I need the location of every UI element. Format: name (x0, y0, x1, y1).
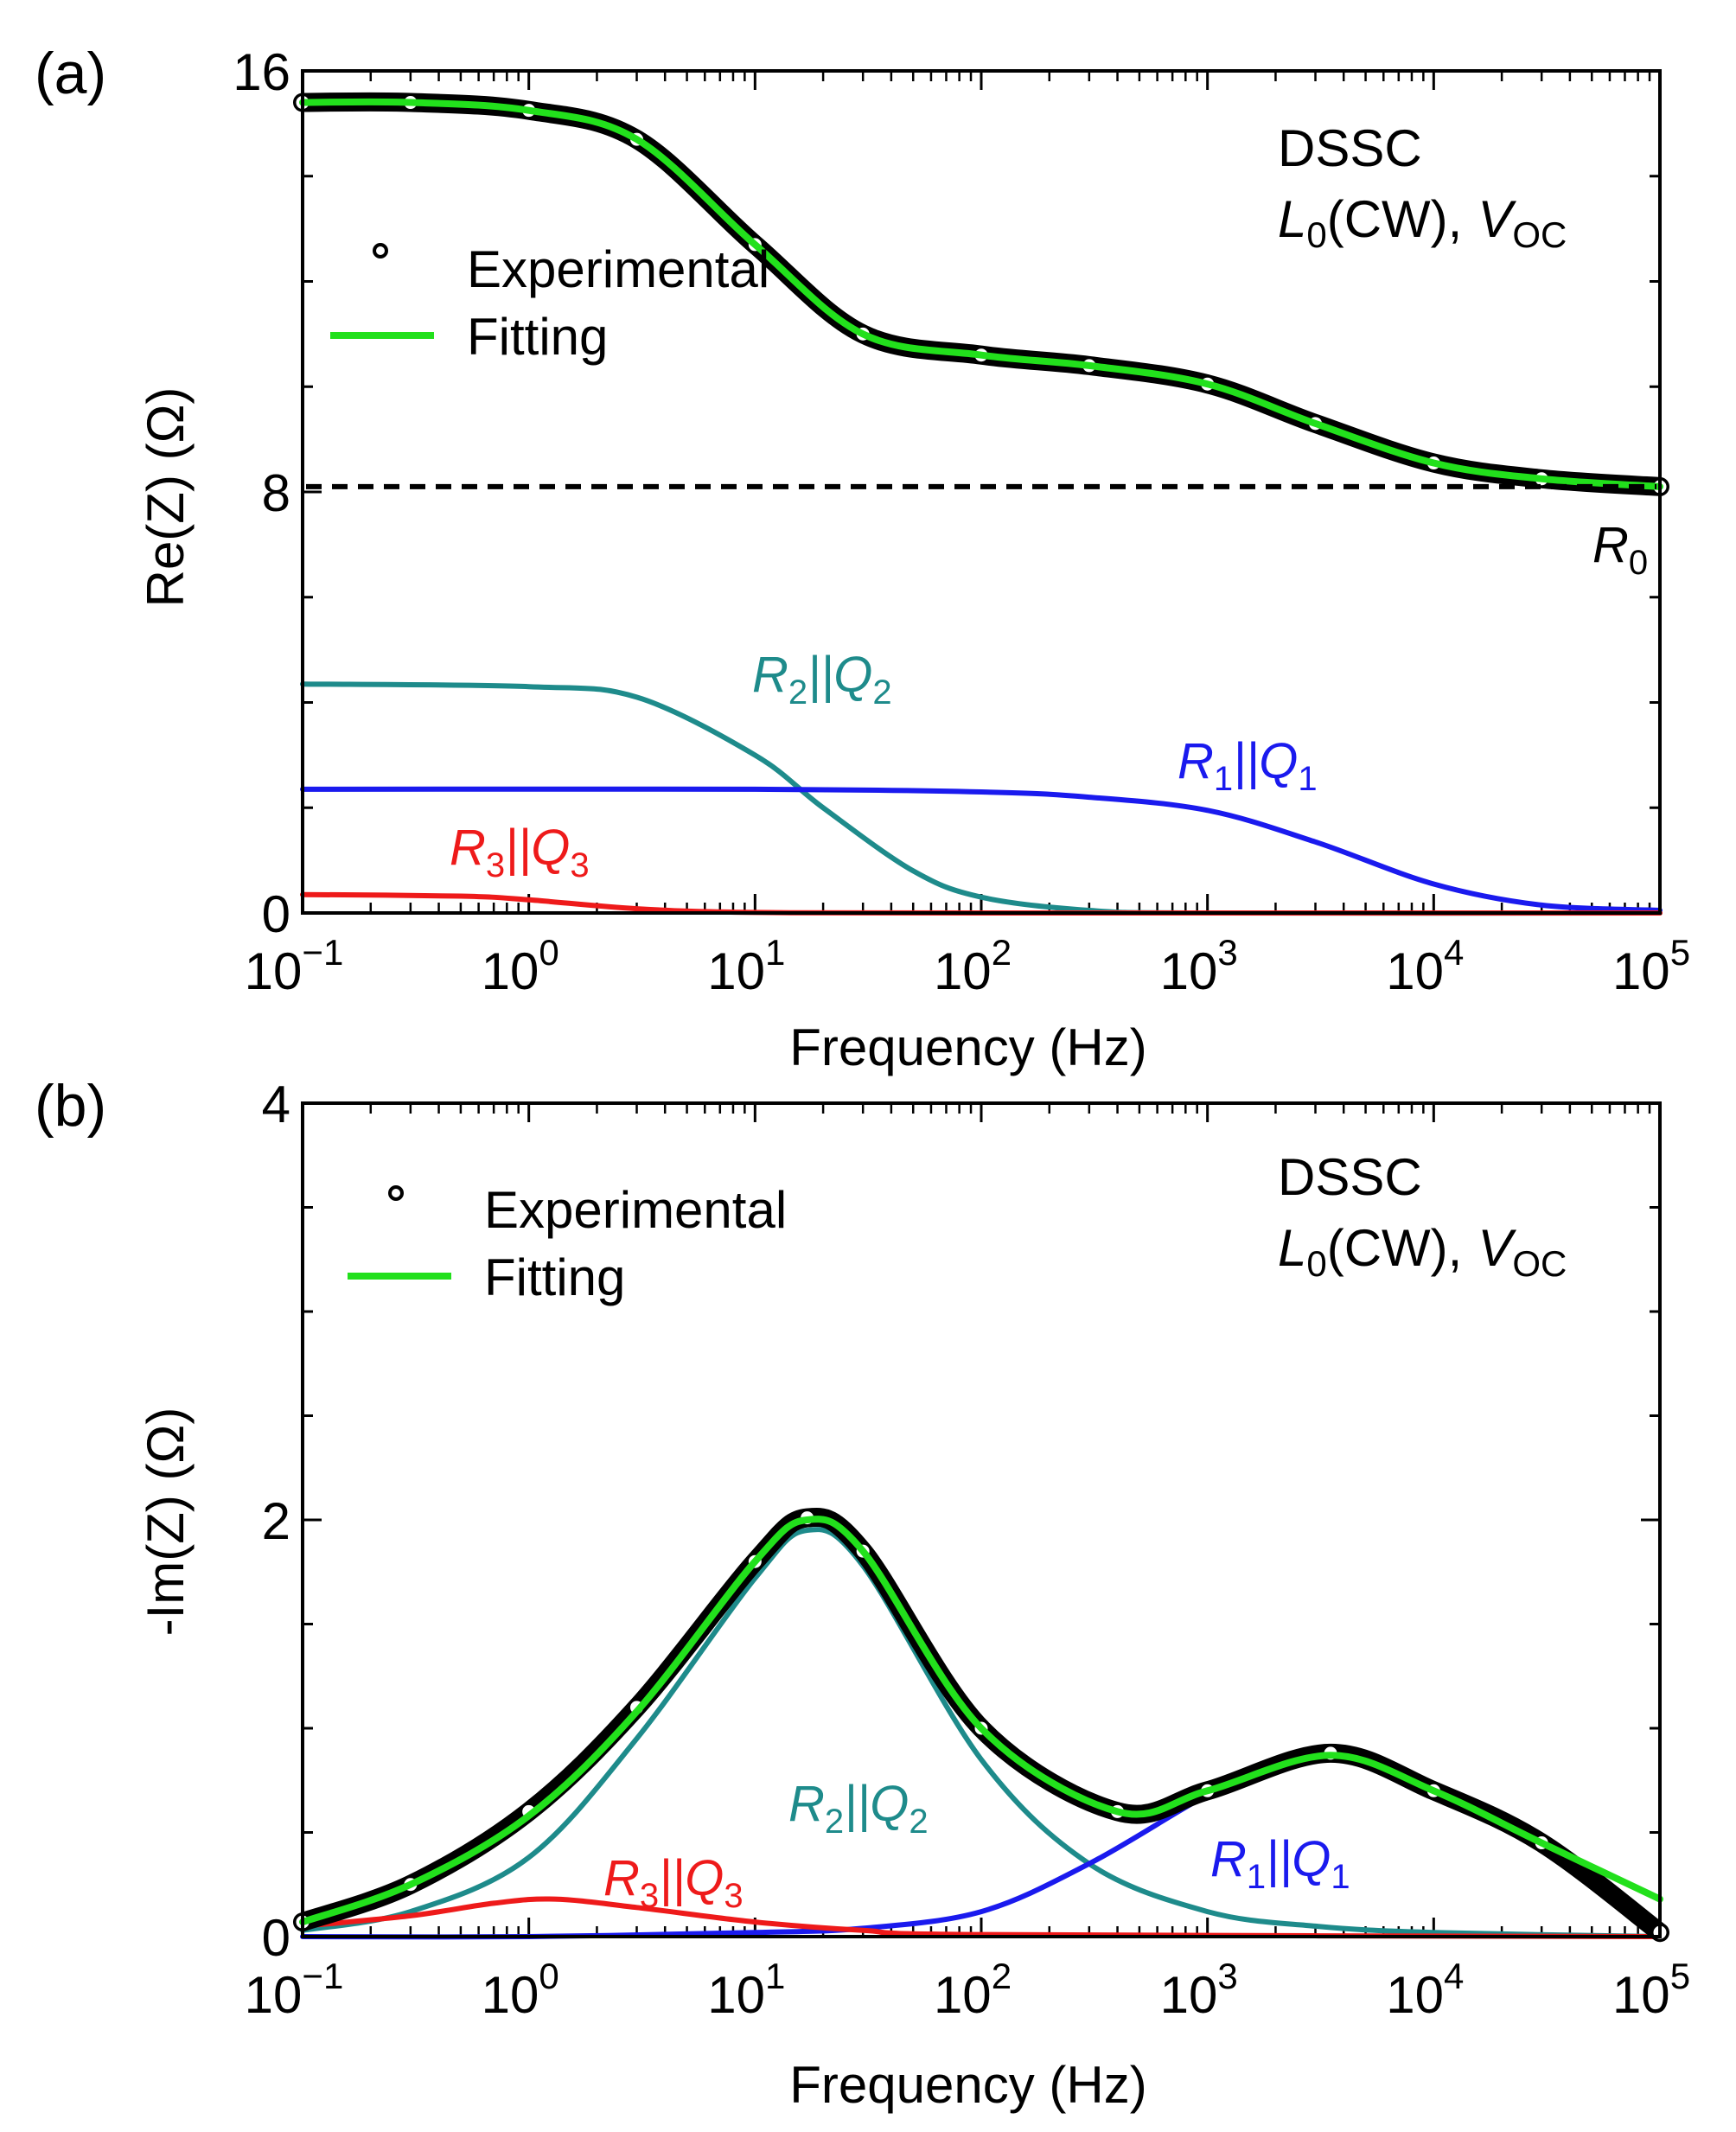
label-r3-q3-a: R3||Q3 (450, 820, 590, 884)
legend-marker-experimental (373, 243, 388, 259)
legend-label-experimental-b: Experimental (484, 1181, 787, 1239)
annotation-condition: L0(CW), VOC (1278, 190, 1567, 255)
x-tick-label: 105 (1612, 932, 1690, 1000)
panel-a-x-axis-label: Frequency (Hz) (789, 1018, 1146, 1076)
legend-marker-experimental-b (388, 1185, 404, 1201)
panel-a-y-axis-label: Re(Z) (Ω) (137, 387, 195, 608)
panel-b-x-tick-labels: 10−1 100 101 102 103 104 105 (245, 1956, 1690, 2024)
x-tick-label: 101 (707, 1956, 785, 2024)
panel-b-y-axis-label: -Im(Z) (Ω) (137, 1408, 195, 1637)
annotation-dssc: DSSC (1278, 119, 1422, 177)
y-tick-label: 2 (262, 1492, 290, 1550)
x-tick-label: 100 (482, 1956, 559, 2024)
y-tick-label: 0 (262, 885, 290, 943)
panel-b-plot-frame (301, 1101, 1662, 1938)
panel-a-legend: Experimental Fitting (330, 240, 769, 366)
panel-a-x-tick-labels: 10−1 100 101 102 103 104 105 (245, 932, 1690, 1000)
x-tick-label: 101 (707, 932, 785, 1000)
label-r2-q2-a: R2||Q2 (752, 647, 892, 712)
series-fitting (299, 98, 1663, 490)
y-tick-label: 0 (262, 1909, 290, 1967)
panel-a-y-tick-labels: 0 8 16 (233, 43, 290, 943)
panel-b-annotation: DSSC L0(CW), VOC (1278, 1148, 1567, 1284)
panel-b-series (293, 1507, 1669, 1943)
label-r2-q2-b: R2||Q2 (788, 1776, 929, 1841)
y-tick-label: 16 (233, 43, 290, 101)
x-tick-label: 10−1 (245, 1956, 344, 2024)
legend-label-fitting: Fitting (467, 308, 608, 366)
x-tick-label: 104 (1386, 1956, 1464, 2024)
panel-a-re-z-chart: (a) 10−1 100 101 102 103 104 105 0 8 16 R0 Frequ… (35, 41, 1690, 1076)
legend-label-experimental: Experimental (467, 240, 769, 298)
annotation-condition-b: L0(CW), VOC (1278, 1219, 1567, 1284)
panel-a-plot-frame (301, 69, 1662, 915)
panel-a-label: (a) (35, 41, 106, 106)
label-r1-q1-a: R1||Q1 (1178, 733, 1318, 798)
panel-b-im-z-chart: (b) 10−1 100 101 102 103 104 105 0 2 4 Frequency… (35, 1073, 1690, 2114)
series-fitting (299, 1516, 1663, 1926)
panel-b-legend: Experimental Fitting (348, 1181, 787, 1306)
label-r1-q1-b: R1||Q1 (1210, 1831, 1350, 1896)
series-r1-q1 (300, 786, 1663, 913)
panel-b-x-axis-label: Frequency (Hz) (789, 2056, 1146, 2114)
label-r3-q3-b: R3||Q3 (603, 1850, 744, 1915)
panel-a-series (293, 92, 1669, 916)
y-tick-label: 4 (262, 1076, 290, 1133)
panel-b-y-tick-labels: 0 2 4 (262, 1076, 290, 1967)
x-tick-label: 104 (1386, 932, 1464, 1000)
annotation-dssc-b: DSSC (1278, 1148, 1422, 1206)
x-tick-label: 102 (934, 932, 1012, 1000)
x-tick-label: 100 (482, 932, 559, 1000)
x-tick-label: 102 (934, 1956, 1012, 2024)
x-tick-label: 105 (1612, 1956, 1690, 2024)
x-tick-label: 103 (1160, 1956, 1238, 2024)
panel-b-label: (b) (35, 1073, 106, 1139)
y-tick-label: 8 (262, 464, 290, 522)
series-r1-q1 (300, 1753, 1663, 1940)
x-tick-label: 103 (1160, 932, 1238, 1000)
r0-label: R0 (1592, 517, 1648, 582)
panel-a-annotation: DSSC L0(CW), VOC (1278, 119, 1567, 255)
series-r2-q2 (300, 681, 1663, 916)
legend-label-fitting-b: Fitting (484, 1248, 625, 1306)
x-tick-label: 10−1 (245, 932, 344, 1000)
